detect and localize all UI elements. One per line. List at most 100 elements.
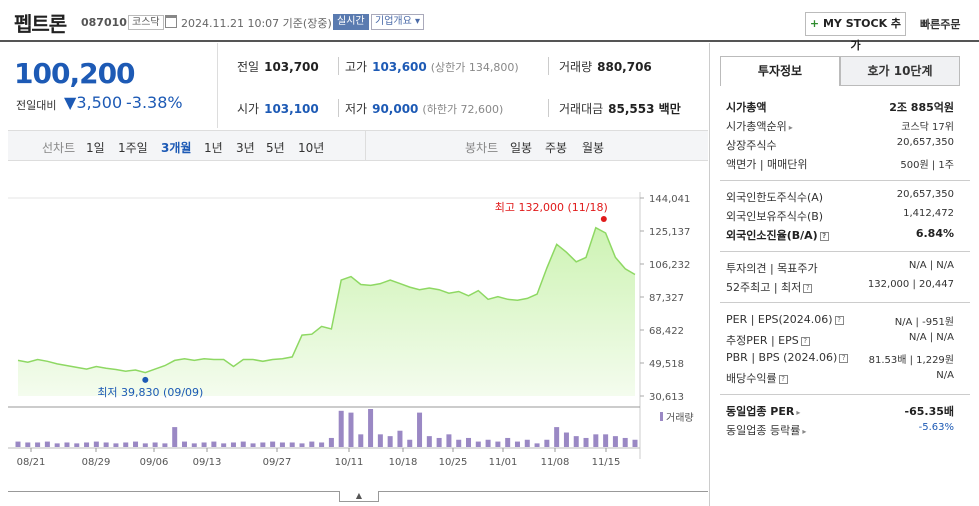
tab-period-3m[interactable]: 3개월: [161, 141, 192, 155]
tab-period-1w[interactable]: 1주일: [118, 141, 148, 155]
volume-bar: [201, 442, 207, 447]
info-value: 1,412,472: [903, 208, 954, 219]
volume-bar: [524, 439, 530, 447]
help-icon[interactable]: ?: [800, 337, 810, 346]
info-label-text: 배당수익률: [726, 372, 777, 385]
info-label-text: PER | EPS(2024.06): [726, 313, 833, 326]
upper-limit: (상한가 134,800): [430, 61, 519, 74]
x-tick-label: 11/08: [541, 457, 570, 468]
info-row-foreign-ratio: 외국인소진율(B/A)? 6.84%: [726, 227, 954, 245]
volume-bar: [475, 441, 481, 447]
tab-period-3y[interactable]: 3년: [236, 141, 255, 155]
info-label: 액면가 | 매매단위: [726, 158, 808, 171]
volume: 거래량 880,706: [559, 58, 652, 75]
info-row-pbr-bps: PBR | BPS (2024.06)? 81.53배 | 1,229원: [726, 351, 954, 369]
price-area: [18, 227, 635, 396]
volume-bar: [495, 441, 501, 447]
info-row-sector-per: 동일업종 PER ▸ -65.35배: [726, 403, 954, 421]
info-value: 2조 885억원: [889, 101, 954, 114]
info-label-text: 시가총액순위: [726, 120, 787, 133]
divider: [720, 180, 970, 181]
info-row-market-cap: 시가총액 2조 885억원: [726, 99, 954, 117]
change-label: 전일대비: [16, 99, 57, 112]
prev-close-label: 전일: [237, 60, 260, 74]
tab-period-10y[interactable]: 10년: [298, 141, 325, 155]
volume-legend-swatch: [660, 412, 663, 421]
tab-period-5y[interactable]: 5년: [266, 141, 285, 155]
help-icon[interactable]: ?: [778, 375, 788, 384]
help-icon[interactable]: ?: [819, 232, 829, 241]
corp-info-button[interactable]: 기업개요 ▾: [371, 14, 425, 30]
tab-invest-info[interactable]: 투자정보: [720, 56, 840, 86]
info-row-est-per: 추정PER | EPS? N/A | N/A: [726, 332, 954, 350]
help-icon[interactable]: ?: [803, 284, 813, 293]
info-value: 500원 | 1주: [900, 160, 954, 171]
volume-bar: [123, 442, 129, 447]
low-label: 저가: [345, 102, 368, 116]
chart-collapse-button[interactable]: ▲: [339, 491, 379, 502]
tab-candle-monthly[interactable]: 월봉: [582, 141, 605, 155]
price-change: ▼3,500: [64, 93, 122, 112]
tab-period-1d[interactable]: 1일: [86, 141, 105, 155]
info-label: 외국인소진율(B/A)?: [726, 227, 829, 243]
volume-bar: [485, 439, 491, 447]
help-icon[interactable]: ?: [834, 316, 844, 325]
info-label-text: 추정PER | EPS: [726, 334, 799, 347]
volume-bar: [309, 441, 315, 447]
price-chart[interactable]: 144,041 125,137 106,232 87,327 68,422 49,518 3…: [8, 162, 708, 492]
volume-bar: [25, 442, 31, 447]
volume-bar: [172, 427, 178, 447]
min-price-label: 최저 39,830 (09/09): [97, 386, 203, 399]
volume-bar: [319, 442, 325, 447]
trade-amount: 거래대금 85,553 백만: [559, 100, 681, 117]
volume-bar: [436, 437, 442, 447]
tab-period-1y[interactable]: 1년: [204, 141, 223, 155]
y-tick-label: 125,137: [649, 227, 690, 238]
panel-tabs: 투자정보 호가 10단계: [720, 56, 960, 86]
x-tick-label: 08/21: [17, 457, 46, 468]
tab-candle-daily[interactable]: 일봉: [510, 141, 533, 155]
volume-bar: [84, 442, 90, 447]
volume-bar: [466, 437, 472, 447]
info-label: 상장주식수: [726, 139, 777, 152]
y-tick-label: 106,232: [649, 260, 690, 271]
caret-right-icon: ▸: [796, 408, 801, 417]
info-label: 외국인한도주식수(A): [726, 191, 824, 204]
chevron-down-icon: ▾: [415, 16, 421, 27]
info-label: 동일업종 PER ▸: [726, 403, 800, 419]
info-label: 외국인보유주식수(B): [726, 210, 824, 223]
volume-bar: [338, 410, 344, 447]
help-icon[interactable]: ?: [839, 354, 849, 363]
volume-bar: [64, 442, 70, 447]
volume-bar: [181, 441, 187, 447]
info-row-dividend: 배당수익률? N/A: [726, 370, 954, 388]
volume-bar: [583, 437, 589, 447]
realtime-button[interactable]: 실시간: [333, 14, 369, 30]
divider: [365, 131, 366, 160]
info-label-text: PBR | BPS (2024.06): [726, 351, 838, 364]
price-chart-svg: 144,041 125,137 106,232 87,327 68,422 49,518 3…: [8, 192, 694, 468]
volume-bar: [358, 434, 364, 447]
volume-bar: [240, 441, 246, 447]
divider: [548, 99, 549, 117]
info-label: 시가총액: [726, 101, 767, 114]
volume-bar: [514, 441, 520, 447]
amount-value: 85,553 백만: [608, 102, 681, 116]
info-value: N/A | -951원: [894, 317, 954, 328]
mystock-add-button[interactable]: + MY STOCK 추가: [805, 12, 906, 52]
volume-bar: [368, 409, 374, 447]
volume-bar: [407, 439, 413, 447]
low-value: 90,000: [372, 102, 419, 116]
volume-bar: [426, 436, 432, 447]
tab-orderbook-10[interactable]: 호가 10단계: [840, 56, 960, 86]
volume-bar: [563, 432, 569, 447]
info-label: 배당수익률?: [726, 370, 788, 386]
volume-bar: [387, 436, 393, 447]
volume-bar: [397, 430, 403, 447]
quick-order-link[interactable]: 빠른주문: [920, 18, 961, 31]
tab-candle-weekly[interactable]: 주봉: [545, 141, 568, 155]
x-tick-label: 10/11: [335, 457, 364, 468]
divider: [338, 99, 339, 117]
volume-bar: [133, 441, 139, 447]
x-tick-label: 09/06: [140, 457, 169, 468]
